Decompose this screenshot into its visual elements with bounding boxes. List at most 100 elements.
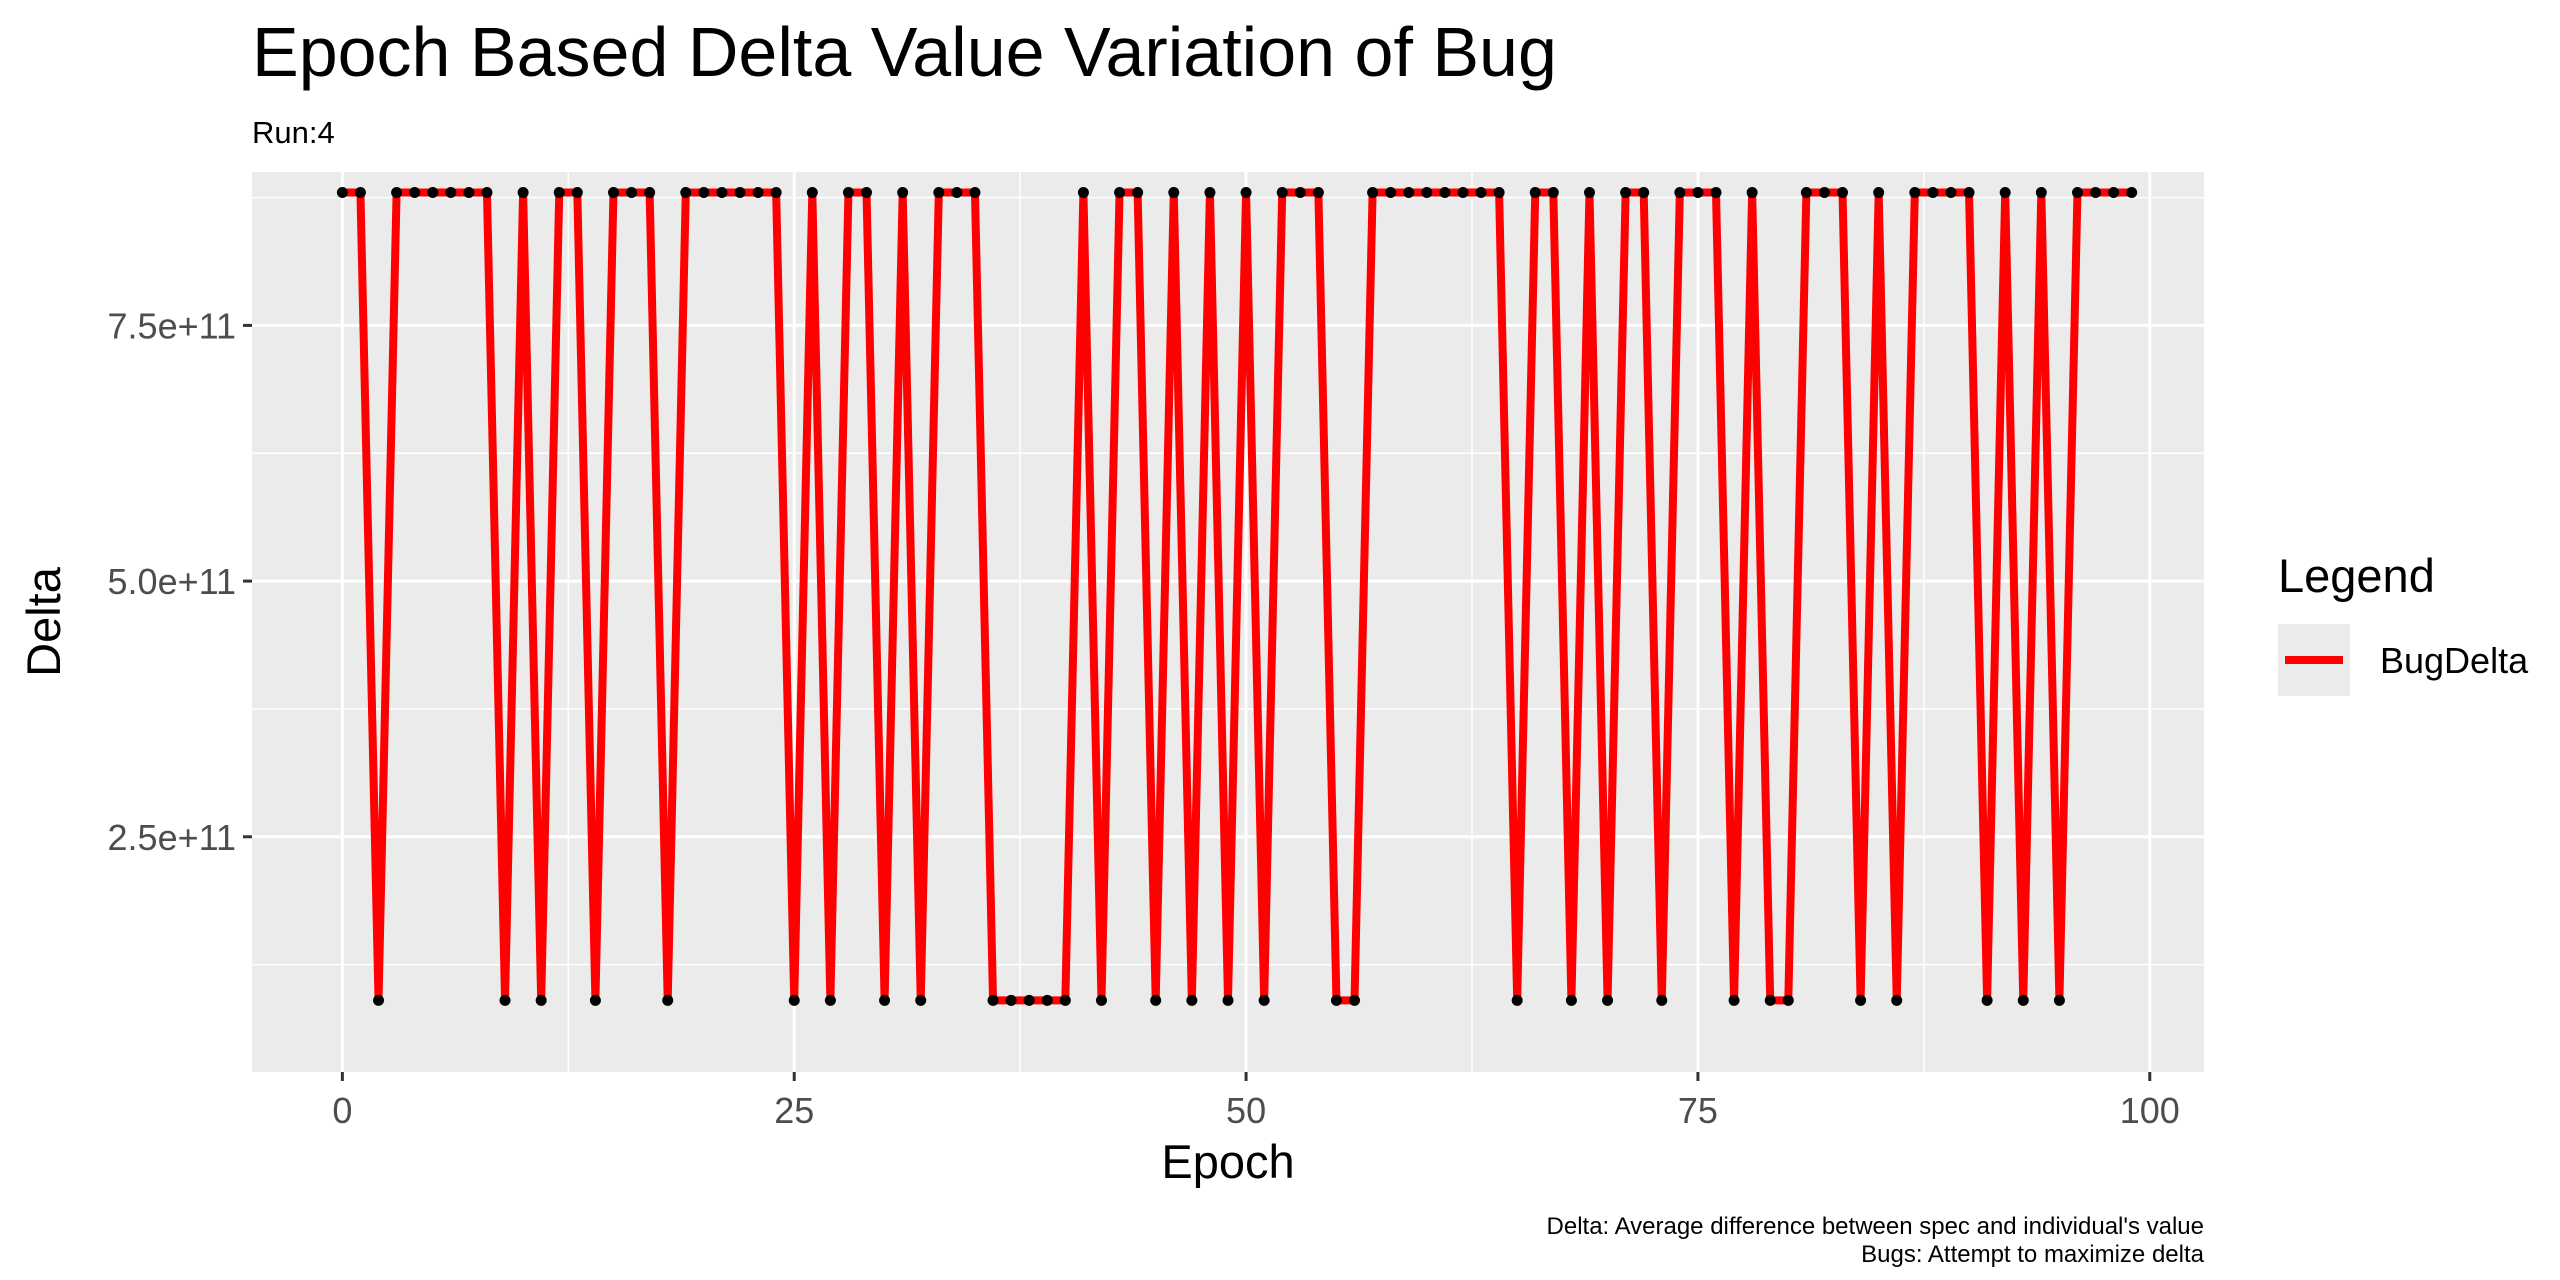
x-tick-label: 50 xyxy=(1226,1090,1266,1131)
data-point xyxy=(788,994,800,1006)
data-point xyxy=(1150,994,1162,1006)
data-point xyxy=(463,186,475,198)
legend: Legend BugDelta xyxy=(2278,549,2529,696)
data-point xyxy=(1493,186,1505,198)
data-point xyxy=(373,994,385,1006)
data-point xyxy=(842,186,854,198)
data-point xyxy=(499,994,511,1006)
data-point xyxy=(427,186,439,198)
data-point xyxy=(1059,994,1071,1006)
data-point xyxy=(1475,186,1487,198)
data-point xyxy=(1005,994,1017,1006)
y-tick-label: 7.5e+11 xyxy=(108,305,236,346)
data-point xyxy=(1168,186,1180,198)
data-point xyxy=(1529,186,1541,198)
data-point xyxy=(1837,186,1849,198)
series-line-layer xyxy=(342,188,2132,1005)
data-point xyxy=(879,994,891,1006)
data-point xyxy=(1312,186,1324,198)
data-point xyxy=(1638,186,1650,198)
data-point xyxy=(1565,994,1577,1006)
caption-line-2: Bugs: Attempt to maximize delta xyxy=(1861,1241,2204,1268)
data-point xyxy=(553,186,565,198)
data-point xyxy=(1746,186,1758,198)
data-point xyxy=(1602,994,1614,1006)
series-points-layer xyxy=(336,186,2138,1006)
data-point xyxy=(1963,186,1975,198)
data-point xyxy=(1349,994,1361,1006)
data-point xyxy=(1728,994,1740,1006)
data-point xyxy=(1620,186,1632,198)
x-tick-label: 100 xyxy=(2120,1090,2180,1131)
data-point xyxy=(1403,186,1415,198)
data-point xyxy=(626,186,638,198)
x-tick-label: 0 xyxy=(332,1090,352,1131)
data-point xyxy=(2071,186,2083,198)
data-point xyxy=(1041,994,1053,1006)
x-tick-label: 25 xyxy=(774,1090,814,1131)
data-point xyxy=(1132,186,1144,198)
data-point xyxy=(1692,186,1704,198)
data-point xyxy=(1457,186,1469,198)
data-point xyxy=(1439,186,1451,198)
bugdelta-line xyxy=(342,188,2132,1005)
data-point xyxy=(1077,186,1089,198)
data-point xyxy=(1710,186,1722,198)
x-tick-label: 75 xyxy=(1678,1090,1718,1131)
chart-title: Epoch Based Delta Value Variation of Bug xyxy=(252,13,1557,91)
caption-line-1: Delta: Average difference between spec a… xyxy=(1547,1213,2204,1240)
data-point xyxy=(987,994,999,1006)
data-point xyxy=(535,994,547,1006)
data-point xyxy=(644,186,656,198)
data-point xyxy=(1240,186,1252,198)
data-point xyxy=(2090,186,2102,198)
data-point xyxy=(1945,186,1957,198)
data-point xyxy=(517,186,529,198)
data-point xyxy=(734,186,746,198)
data-point xyxy=(1981,994,1993,1006)
data-point xyxy=(824,994,836,1006)
data-point xyxy=(409,186,421,198)
data-point xyxy=(1114,186,1126,198)
data-point xyxy=(1186,994,1198,1006)
y-axis-title: Delta xyxy=(17,566,70,677)
data-point xyxy=(1330,994,1342,1006)
data-point xyxy=(662,994,674,1006)
data-point xyxy=(1258,994,1270,1006)
data-point xyxy=(1909,186,1921,198)
data-point xyxy=(1222,994,1234,1006)
data-point xyxy=(1547,186,1559,198)
data-point xyxy=(1204,186,1216,198)
data-point xyxy=(933,186,945,198)
data-point xyxy=(481,186,493,198)
data-point xyxy=(1294,186,1306,198)
data-point xyxy=(698,186,710,198)
data-point xyxy=(391,186,403,198)
data-point xyxy=(897,186,909,198)
data-point xyxy=(1764,994,1776,1006)
data-point xyxy=(951,186,963,198)
data-point xyxy=(1999,186,2011,198)
data-point xyxy=(861,186,873,198)
data-point xyxy=(1095,994,1107,1006)
legend-label-bugdelta: BugDelta xyxy=(2380,640,2529,681)
data-point xyxy=(2035,186,2047,198)
data-point xyxy=(445,186,457,198)
chart-subtitle: Run:4 xyxy=(252,115,335,150)
data-point xyxy=(680,186,692,198)
data-point xyxy=(336,186,348,198)
data-point xyxy=(770,186,782,198)
data-point xyxy=(716,186,728,198)
data-point xyxy=(354,186,366,198)
data-point xyxy=(1583,186,1595,198)
data-point xyxy=(752,186,764,198)
data-point xyxy=(1891,994,1903,1006)
data-point xyxy=(607,186,619,198)
x-axis-title: Epoch xyxy=(1161,1135,1294,1188)
legend-title: Legend xyxy=(2278,549,2435,602)
data-point xyxy=(2108,186,2120,198)
data-point xyxy=(571,186,583,198)
data-point xyxy=(1656,994,1668,1006)
data-point xyxy=(1927,186,1939,198)
